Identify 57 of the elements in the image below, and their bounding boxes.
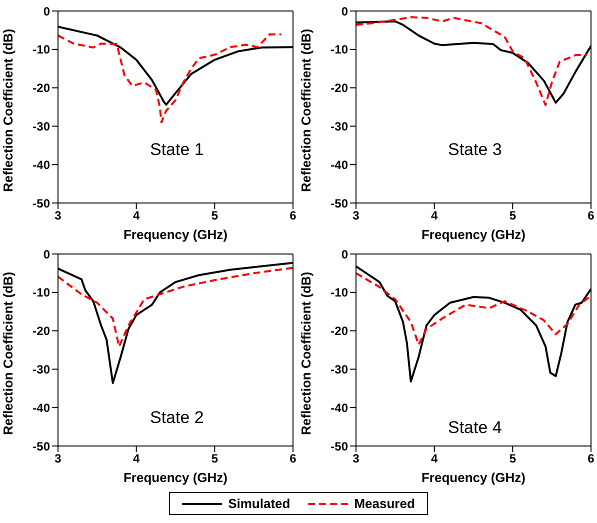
y-tick-label: 0 — [341, 247, 348, 262]
y-tick-label: -40 — [330, 400, 348, 415]
legend-label: Simulated — [228, 496, 290, 511]
y-tick-label: -40 — [32, 158, 50, 172]
annotation: State 1 — [150, 140, 204, 160]
x-tick-label: 5 — [211, 452, 218, 466]
y-tick-label: -20 — [330, 81, 348, 96]
y-tick-label: -30 — [330, 362, 348, 376]
x-tick-label: 4 — [430, 208, 438, 223]
y-axis-title: Reflection Coefficient (dB) — [0, 272, 16, 435]
x-tick-label: 6 — [290, 208, 297, 223]
y-tick-label: -20 — [330, 324, 348, 338]
x-tick-label: 6 — [588, 452, 595, 466]
y-tick-label: -10 — [330, 286, 348, 300]
x-tick-label: 6 — [290, 452, 297, 466]
y-tick-label: -50 — [32, 439, 50, 454]
y-tick-label: -10 — [32, 42, 50, 57]
annotation: State 3 — [448, 140, 502, 160]
annotation: State 2 — [150, 408, 204, 428]
y-tick-label: -30 — [32, 362, 50, 376]
x-tick-label: 6 — [588, 208, 595, 223]
x-tick-label: 3 — [352, 208, 360, 223]
y-tick-label: -10 — [32, 286, 50, 300]
x-tick-label: 4 — [132, 452, 140, 466]
y-tick-label: 0 — [43, 247, 50, 262]
y-tick-label: -40 — [32, 400, 50, 415]
x-tick-label: 3 — [54, 208, 62, 223]
y-tick-label: -20 — [32, 324, 50, 338]
y-tick-label: -30 — [32, 119, 50, 134]
y-tick-label: 0 — [341, 4, 348, 18]
annotation: State 4 — [448, 418, 502, 438]
line-series — [58, 266, 293, 348]
x-axis-title: Frequency (GHz) — [123, 470, 228, 485]
y-axis-title: Reflection Coefficient (dB) — [0, 28, 16, 192]
x-axis-title: Frequency (GHz) — [421, 227, 526, 242]
y-axis-title: Reflection Coefficient (dB) — [298, 272, 314, 435]
x-tick-label: 5 — [211, 208, 218, 223]
x-tick-label: 4 — [132, 208, 140, 223]
x-axis-title: Frequency (GHz) — [421, 470, 526, 485]
y-axis-title: Reflection Coefficient (dB) — [298, 28, 314, 192]
line-series — [58, 33, 282, 124]
x-tick-label: 5 — [509, 208, 516, 223]
y-tick-label: -40 — [330, 158, 348, 172]
line-series — [356, 272, 591, 346]
y-tick-label: -20 — [32, 81, 50, 96]
x-tick-label: 3 — [54, 452, 62, 466]
x-tick-label: 5 — [509, 452, 516, 466]
x-axis-title: Frequency (GHz) — [123, 227, 228, 242]
y-tick-label: -50 — [32, 196, 50, 210]
y-tick-label: -50 — [330, 439, 348, 454]
y-tick-label: -30 — [330, 119, 348, 134]
x-tick-label: 4 — [430, 452, 438, 466]
x-tick-label: 3 — [352, 452, 360, 466]
y-tick-label: -50 — [330, 196, 348, 210]
y-tick-label: -10 — [330, 42, 348, 57]
legend-label: Measured — [354, 496, 415, 511]
y-tick-label: 0 — [43, 4, 50, 18]
